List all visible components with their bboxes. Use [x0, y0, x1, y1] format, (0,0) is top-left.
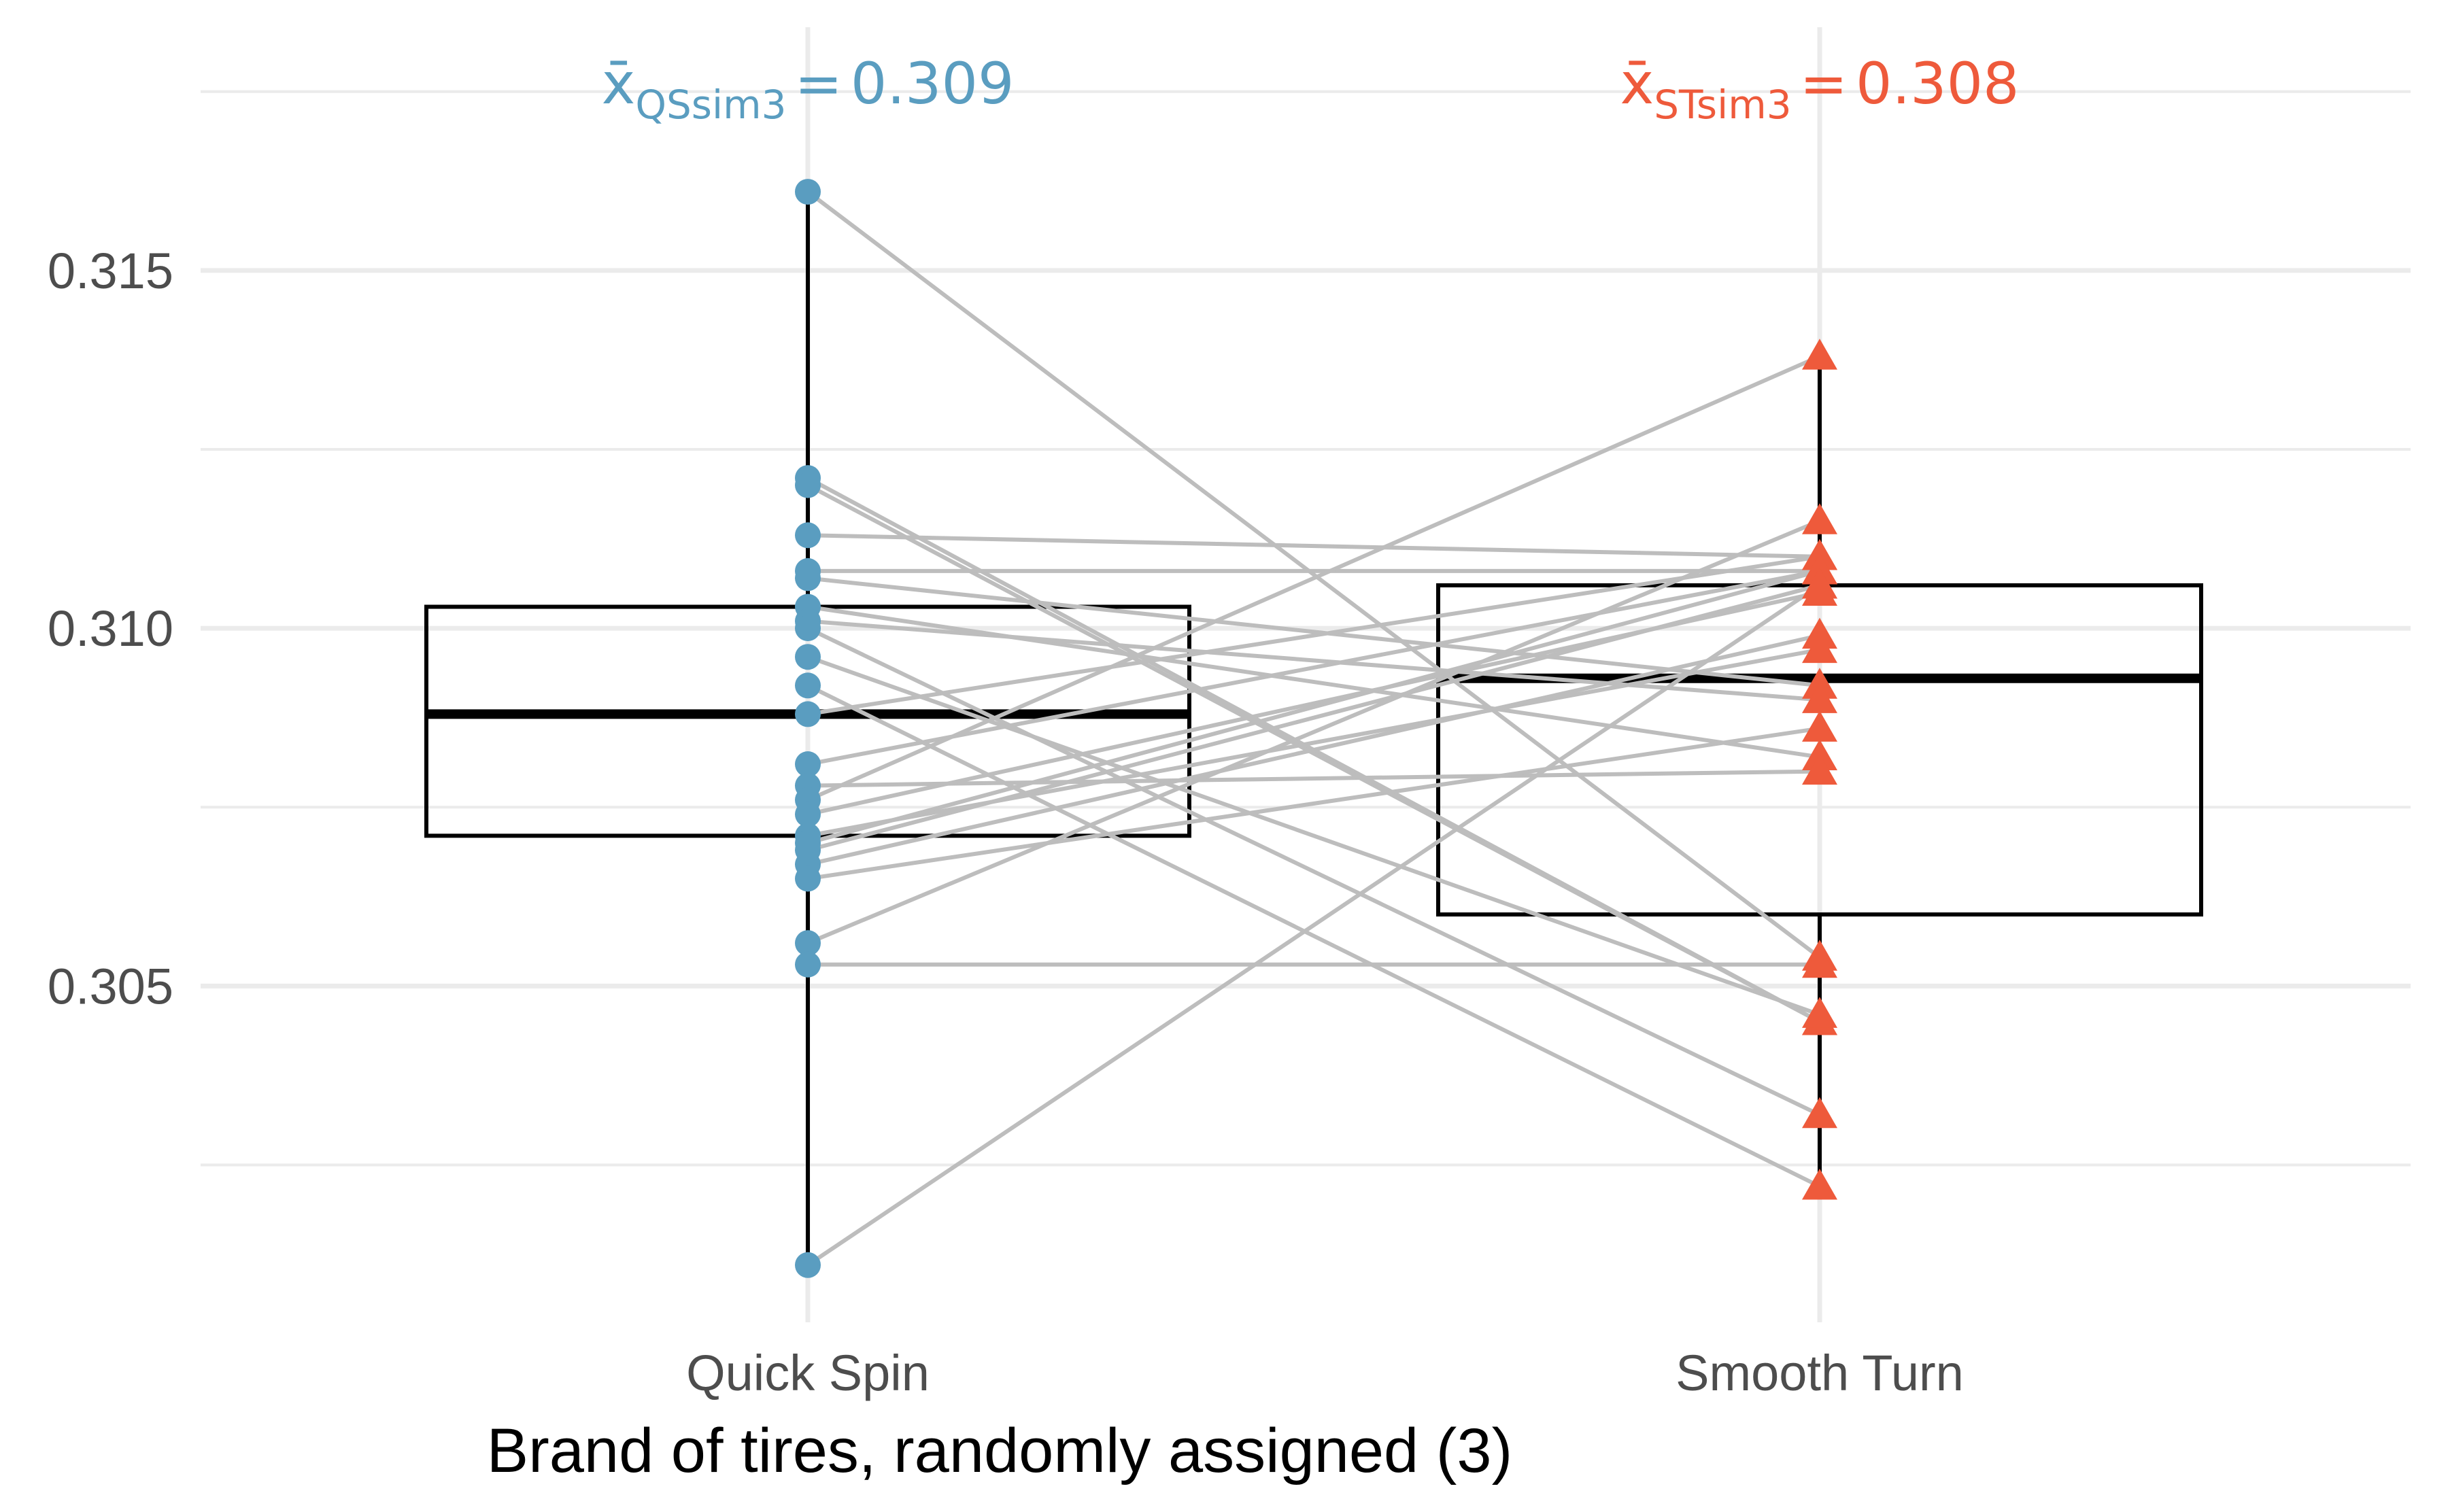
pair-line	[807, 554, 1820, 717]
point-smooth-turn	[1802, 503, 1837, 534]
pair-line	[807, 604, 1820, 759]
point-quick-spin	[795, 951, 821, 978]
pair-line	[806, 483, 1821, 1024]
mean-symbol: x̄	[602, 50, 636, 117]
mean-equals: =	[1800, 50, 1848, 117]
pair-line	[806, 354, 1821, 802]
point-smooth-turn	[1802, 682, 1837, 713]
pair-line	[807, 633, 1820, 867]
point-quick-spin	[795, 1252, 821, 1278]
point-quick-spin	[795, 472, 821, 498]
point-smooth-turn	[1802, 617, 1837, 649]
mean-value: 0.309	[851, 50, 1014, 117]
mean-subscript: STsim3	[1654, 82, 1791, 128]
mean-value: 0.308	[1856, 50, 2019, 117]
pair-line	[807, 583, 1820, 853]
y-tick-label: 0.305	[48, 958, 173, 1014]
mean-subscript: QSsim3	[635, 82, 786, 128]
point-quick-spin	[795, 565, 821, 591]
data-points	[795, 179, 1837, 1278]
mean-label-quick-spin: x̄QSsim3 = 0.309	[602, 50, 1015, 128]
pair-line	[807, 568, 1820, 767]
pair-line	[806, 190, 1821, 959]
pair-line	[807, 726, 1820, 881]
point-quick-spin	[795, 701, 821, 727]
pair-line	[806, 655, 1821, 1017]
pair-line	[806, 519, 1821, 945]
point-quick-spin	[795, 644, 821, 670]
y-tick-label: 0.310	[48, 600, 173, 657]
mean-symbol: x̄	[1620, 50, 1654, 117]
point-smooth-turn	[1802, 710, 1837, 742]
y-tick-label: 0.315	[48, 243, 173, 299]
point-smooth-turn	[1802, 997, 1837, 1028]
point-quick-spin	[795, 801, 821, 827]
point-smooth-turn	[1802, 1097, 1837, 1129]
pair-line	[806, 583, 1821, 1267]
pair-line	[806, 683, 1821, 1188]
pair-line	[807, 533, 1820, 559]
x-axis-title: Brand of tires, randomly assigned (3)	[487, 1416, 1512, 1485]
point-smooth-turn	[1802, 567, 1837, 599]
pair-line	[806, 626, 1821, 1117]
mean-label-smooth-turn: x̄STsim3 = 0.308	[1620, 50, 2020, 128]
boxes	[424, 192, 2203, 1265]
point-quick-spin	[795, 522, 821, 549]
x-tick-label: Quick Spin	[686, 1345, 930, 1401]
mean-equals: =	[795, 50, 843, 117]
x-tick-label: Smooth Turn	[1676, 1345, 1964, 1401]
pair-line	[807, 576, 1820, 688]
paired-lines	[806, 190, 1821, 1267]
point-quick-spin	[795, 930, 821, 957]
pair-line	[807, 769, 1820, 788]
point-quick-spin	[795, 672, 821, 699]
axis-ticks: 0.305 0.310 0.315 Quick Spin Smooth Turn	[48, 243, 1964, 1401]
point-smooth-turn	[1802, 753, 1837, 785]
pair-line	[807, 619, 1820, 702]
point-smooth-turn	[1802, 946, 1837, 978]
point-quick-spin	[795, 615, 821, 642]
point-quick-spin	[795, 751, 821, 778]
point-smooth-turn	[1802, 339, 1837, 370]
point-quick-spin	[795, 865, 821, 892]
point-smooth-turn	[1802, 1169, 1837, 1200]
pair-line	[807, 568, 1820, 845]
point-quick-spin	[795, 179, 821, 205]
